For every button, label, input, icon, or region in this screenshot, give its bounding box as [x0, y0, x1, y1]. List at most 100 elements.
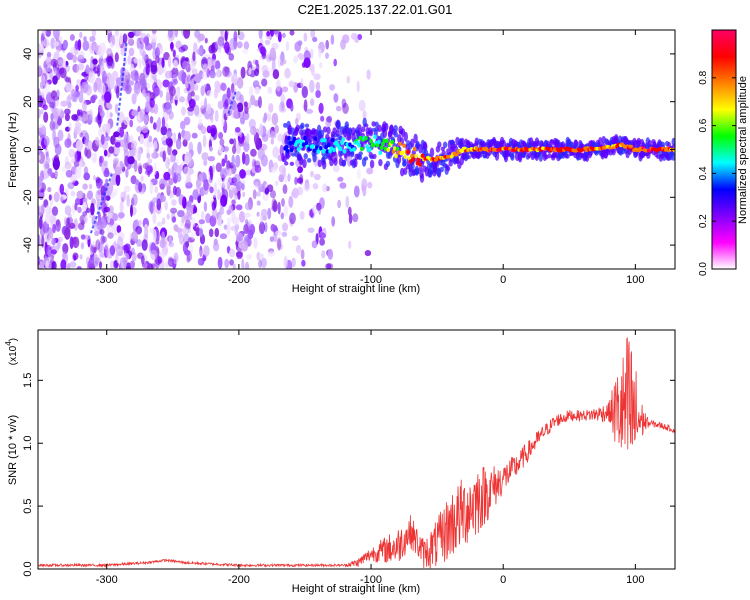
snr-y-tick-label: 0.0	[22, 561, 34, 576]
spectrogram-cell	[320, 138, 324, 143]
spectrogram-cell	[143, 36, 149, 44]
spectrogram-cell	[239, 169, 246, 179]
spectrogram-cell	[201, 152, 209, 161]
spectrogram-cell	[193, 94, 200, 101]
spectrogram-cell	[215, 162, 222, 173]
spectrogram-cell	[172, 49, 176, 58]
spectrogram-cell	[303, 32, 308, 42]
spectrogram-cell	[168, 241, 175, 248]
spectrogram-cell	[198, 118, 203, 126]
spectrogram-cell	[72, 63, 80, 73]
spectrogram-cell	[172, 149, 178, 156]
snr-x-label: Height of straight line (km)	[292, 583, 420, 595]
spectrogram-cell	[95, 190, 101, 202]
spectrogram-cell	[57, 59, 64, 66]
spectrogram-cell	[90, 77, 94, 85]
spectrogram-cell	[315, 89, 321, 99]
spectrogram-cell	[103, 160, 108, 167]
spectrogram-cell	[374, 121, 379, 128]
spectrogram-cell	[418, 162, 422, 167]
spectrogram-cell	[309, 79, 315, 93]
spectrogram-cell	[353, 185, 360, 198]
spectrogram-cell	[341, 98, 347, 109]
spectrogram-cell	[42, 75, 46, 86]
spectrogram-cell	[163, 52, 170, 61]
spectrogram-cell	[77, 222, 85, 231]
spectrogram-cell	[92, 58, 98, 65]
spectrogram-cell	[408, 159, 413, 164]
spectrogram-cell	[263, 112, 268, 122]
spectrogram-cell	[69, 261, 77, 268]
spectrogram-cell	[240, 66, 246, 79]
spectrogram-cell	[186, 254, 190, 263]
spectrogram-cell	[116, 225, 122, 234]
spectrogram-cell	[66, 262, 71, 269]
spectrogram-cell	[218, 145, 224, 154]
spectrogram-cell	[264, 39, 271, 46]
spectrogram-cell	[281, 198, 285, 207]
spectrogram-cell	[74, 151, 78, 162]
spectrogram-cell	[224, 154, 228, 164]
spectrogram-cell	[251, 157, 256, 169]
spectrogram-cell	[173, 224, 179, 232]
spectrogram-cell	[177, 210, 185, 218]
spectrogram-cell	[47, 168, 53, 175]
spectrogram-cell	[393, 124, 398, 133]
spectrogram-cell	[232, 216, 240, 226]
spectrogram-cell	[213, 197, 217, 209]
spectrogram-cell	[45, 30, 51, 37]
spectrogram-cell	[99, 42, 107, 55]
spectrogram-cell	[38, 151, 45, 164]
spectrogram-cell	[157, 64, 164, 76]
spectrogram-y-label: Frequency (Hz)	[7, 112, 19, 188]
spectrogram-cell	[199, 228, 203, 237]
spectrogram-cell	[157, 256, 163, 264]
spectrogram-cell	[220, 30, 224, 37]
spectrogram-cell	[186, 200, 192, 208]
spectrogram-cell	[671, 150, 675, 161]
spectrogram-cell	[61, 251, 67, 259]
spectrogram-cell	[177, 231, 183, 241]
spectrogram-cell	[246, 133, 250, 144]
spectrogram-cell	[59, 67, 67, 79]
spectrogram-cell	[77, 206, 82, 213]
spectrogram-cell	[282, 184, 288, 195]
spectrogram-cell	[67, 182, 75, 190]
colorbar-label: Normalized spectral amplitude	[737, 76, 749, 224]
spectrogram-cell	[170, 152, 175, 163]
spectrogram-cell	[357, 34, 363, 40]
spectrogram-cell	[377, 124, 382, 133]
spectrogram-cell	[303, 99, 308, 112]
spectrogram-cell	[325, 149, 330, 154]
spectrogram-cell	[294, 176, 298, 185]
spectrogram-cell	[300, 249, 305, 260]
spectrogram-cell	[49, 228, 54, 240]
spectrogram-cell	[52, 122, 59, 130]
spectrogram-cell	[386, 147, 391, 153]
spectrogram-cell	[169, 86, 176, 97]
spectrogram-cell	[229, 138, 235, 145]
spectrogram-cell	[378, 159, 383, 167]
spectrogram-cell	[153, 140, 158, 150]
spectrogram-cell	[49, 214, 57, 225]
spectrogram-cell	[271, 198, 277, 211]
spectrogram-cell	[150, 33, 158, 43]
spectrogram-cell	[38, 255, 41, 266]
spectrogram-cell	[73, 255, 77, 261]
colorbar-axis: 0.0 0.2 0.4 0.6 0.8	[698, 70, 736, 276]
spectrogram-cell	[38, 176, 42, 188]
spectrogram-cell	[259, 123, 264, 136]
spectrogram-cell	[671, 137, 675, 146]
spectrogram-cell	[105, 110, 111, 119]
spectrogram-cell	[246, 253, 252, 260]
spectrogram-cell	[237, 31, 245, 41]
spectrogram-cell	[203, 159, 208, 166]
colorbar-tick-label: 0.6	[698, 118, 709, 132]
spectrogram-cell	[156, 198, 162, 211]
spectrogram-cell	[54, 32, 60, 41]
spectrogram-cell	[152, 72, 157, 81]
spectrogram-cell	[192, 83, 199, 91]
spectrogram-cell	[96, 257, 101, 263]
spectrogram-cell	[314, 173, 321, 181]
spectrogram-cell	[256, 191, 261, 197]
